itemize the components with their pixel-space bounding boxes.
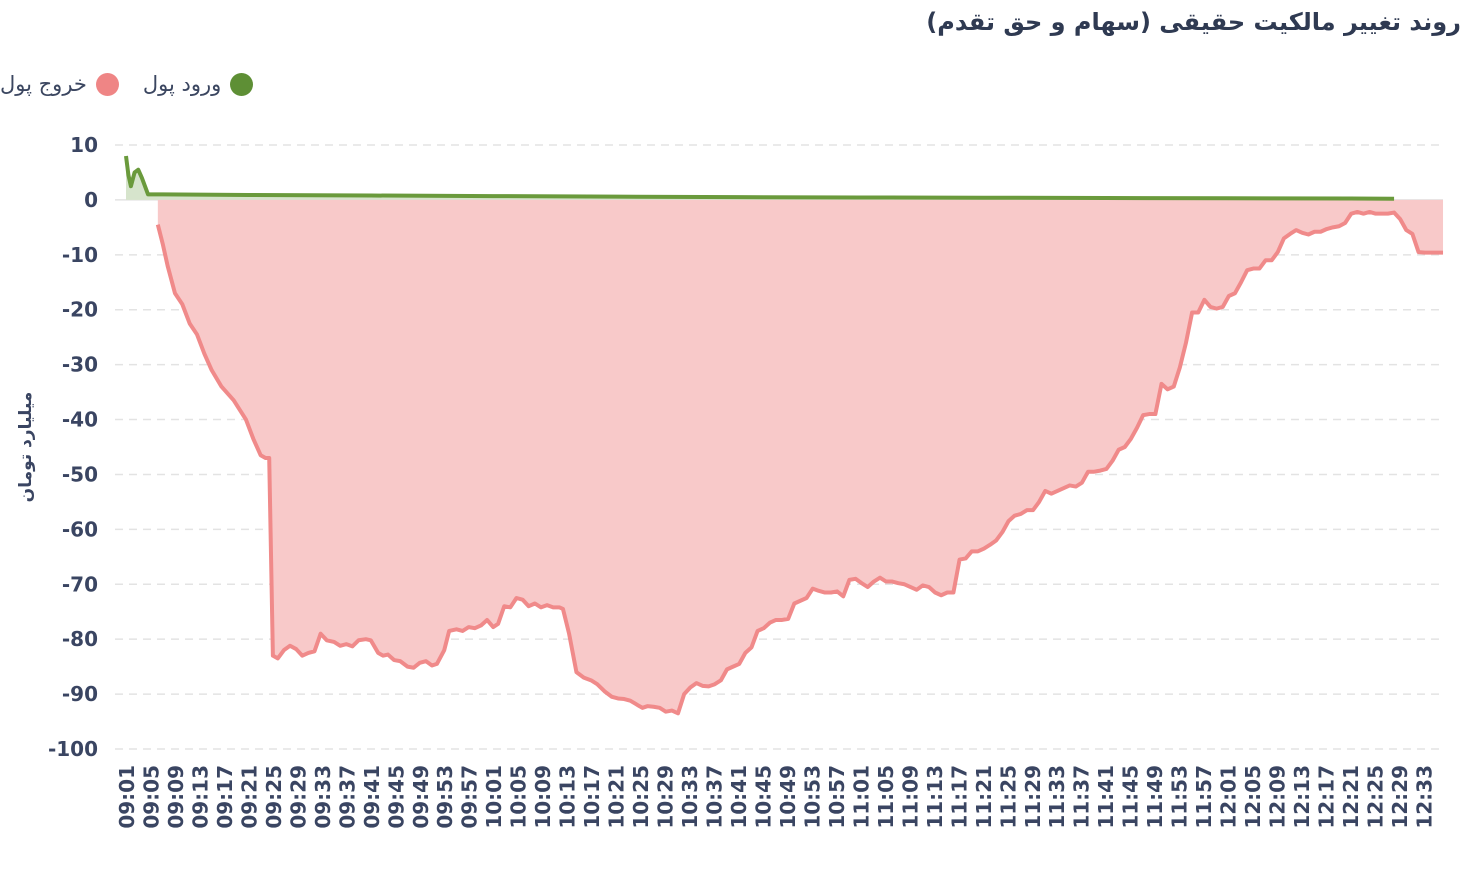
x-tick-label: 10:25	[629, 765, 653, 829]
x-tick-label: 09:33	[311, 765, 335, 829]
x-tick-label: 11:05	[874, 765, 898, 829]
x-tick-label: 09:25	[262, 765, 286, 829]
x-tick-label: 11:33	[1045, 765, 1069, 829]
series-line-1	[155, 209, 1444, 716]
x-tick-label: 12:25	[1363, 765, 1387, 829]
x-tick-label: 10:29	[654, 765, 678, 829]
x-tick-label: 12:09	[1266, 765, 1290, 829]
y-axis-label: میلیارد تومان	[16, 392, 36, 503]
x-tick-label: 11:41	[1094, 765, 1118, 829]
x-tick-label: 10:09	[531, 765, 555, 829]
x-tick-label: 10:05	[507, 765, 531, 829]
y-tick-label: -40	[62, 408, 98, 432]
x-tick-label: 09:57	[458, 765, 482, 829]
x-tick-label: 11:09	[898, 765, 922, 829]
x-tick-label: 11:57	[1192, 765, 1216, 829]
y-axis: 10 0 -10 -20 -30 -40 -50 -60 -70 -80 -90 -100	[48, 133, 98, 761]
x-tick-label: 11:01	[849, 765, 873, 829]
x-tick-label: 11:17	[947, 765, 971, 829]
x-tick-label: 10:53	[800, 765, 824, 829]
x-tick-label: 11:25	[996, 765, 1020, 829]
x-tick-label: 09:53	[433, 765, 457, 829]
x-tick-label: 09:09	[164, 765, 188, 829]
y-tick-label: 10	[70, 133, 98, 157]
x-tick-label: 11:21	[972, 765, 996, 829]
x-tick-label: 10:37	[703, 765, 727, 829]
x-tick-label: 09:05	[139, 765, 163, 829]
x-tick-label: 11:37	[1070, 765, 1094, 829]
y-tick-label: -80	[62, 627, 98, 651]
x-tick-label: 10:17	[580, 765, 604, 829]
y-tick-label: -30	[62, 353, 98, 377]
x-tick-label: 10:49	[776, 765, 800, 829]
x-tick-label: 10:01	[482, 765, 506, 829]
x-tick-label: 09:37	[335, 765, 359, 829]
x-tick-label: 11:13	[923, 765, 947, 829]
x-tick-label: 09:17	[213, 765, 237, 829]
legend: خروج پول ورود پول	[0, 68, 277, 100]
x-tick-label: 09:45	[384, 765, 408, 829]
series-lines	[124, 155, 1444, 716]
y-tick-label: -90	[62, 682, 98, 706]
x-tick-label: 10:21	[605, 765, 629, 829]
x-tick-label: 12:33	[1412, 765, 1436, 829]
x-tick-label: 12:21	[1339, 765, 1363, 829]
series-areas	[126, 155, 1444, 714]
x-tick-label: 11:29	[1021, 765, 1045, 829]
outflow-color-dot	[95, 72, 119, 96]
x-tick-label: 12:13	[1290, 765, 1314, 829]
y-tick-label: -70	[62, 572, 98, 596]
x-tick-label: 12:05	[1241, 765, 1265, 829]
legend-item-inflow[interactable]: ورود پول	[142, 72, 254, 96]
x-tick-label: 09:21	[237, 765, 261, 829]
legend-item-outflow[interactable]: خروج پول	[0, 72, 119, 96]
x-tick-label: 12:17	[1315, 765, 1339, 829]
x-tick-label: 12:29	[1388, 765, 1412, 829]
y-tick-label: 0	[84, 188, 98, 212]
x-tick-label: 10:57	[825, 765, 849, 829]
x-tick-label: 12:01	[1217, 765, 1241, 829]
x-tick-label: 09:13	[188, 765, 212, 829]
y-tick-label: -10	[62, 243, 98, 267]
x-axis: 09:01 09:05 09:09 09:13 09:17 09:21 09:25 09:29…	[115, 765, 1436, 829]
y-tick-label: -100	[48, 737, 98, 761]
x-tick-label: 10:13	[556, 765, 580, 829]
legend-label-inflow: ورود پول	[142, 72, 222, 96]
x-tick-label: 11:49	[1143, 765, 1167, 829]
x-tick-label: 09:41	[360, 765, 384, 829]
y-tick-label: -20	[62, 298, 98, 322]
x-tick-label: 10:41	[727, 765, 751, 829]
x-tick-label: 09:29	[286, 765, 310, 829]
series-line-0	[124, 155, 1395, 201]
series-area-1	[157, 199, 1444, 714]
inflow-color-dot	[230, 72, 254, 96]
x-tick-label: 11:45	[1119, 765, 1143, 829]
x-tick-label: 09:01	[115, 765, 139, 829]
chart-title: روند تغییر مالکیت حقیقی (سهام و حق تقدم)	[926, 8, 1461, 36]
x-tick-label: 10:33	[678, 765, 702, 829]
x-tick-label: 09:49	[409, 765, 433, 829]
y-tick-label: -50	[62, 462, 98, 486]
y-tick-label: -60	[62, 517, 98, 541]
legend-label-outflow: خروج پول	[0, 72, 87, 96]
x-tick-label: 11:53	[1168, 765, 1192, 829]
x-tick-label: 10:45	[751, 765, 775, 829]
